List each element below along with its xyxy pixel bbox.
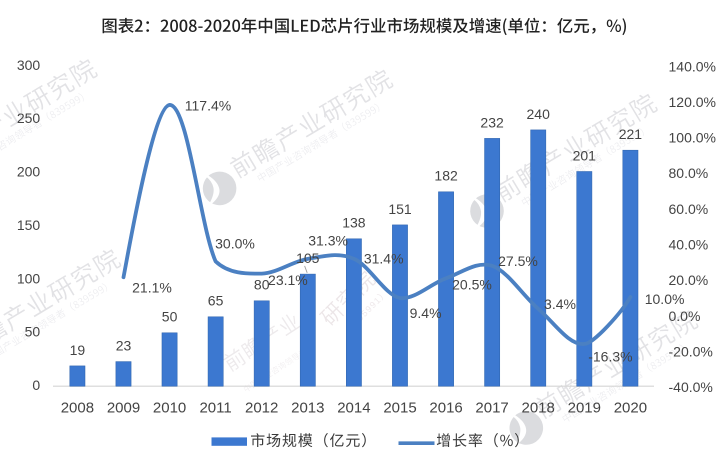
svg-text:2011: 2011 <box>199 399 231 416</box>
svg-text:2019: 2019 <box>568 399 601 416</box>
svg-text:2014: 2014 <box>337 399 370 416</box>
svg-text:60.0%: 60.0% <box>669 201 709 217</box>
svg-text:-40.0%: -40.0% <box>669 379 713 395</box>
svg-text:27.5%: 27.5% <box>498 253 538 269</box>
svg-text:2017: 2017 <box>475 399 508 416</box>
svg-text:2008: 2008 <box>61 399 94 416</box>
svg-text:0: 0 <box>32 377 40 393</box>
svg-text:0.0%: 0.0% <box>669 308 701 324</box>
svg-text:100: 100 <box>17 270 41 286</box>
svg-text:9.4%: 9.4% <box>410 305 442 321</box>
svg-text:3.4%: 3.4% <box>544 296 576 312</box>
svg-text:200: 200 <box>17 164 41 180</box>
svg-text:232: 232 <box>480 114 504 130</box>
svg-text:117.4%: 117.4% <box>185 97 231 113</box>
svg-text:100.0%: 100.0% <box>669 130 716 146</box>
svg-text:105: 105 <box>296 250 320 266</box>
svg-text:300: 300 <box>17 57 41 73</box>
svg-text:182: 182 <box>434 168 458 184</box>
svg-text:20.5%: 20.5% <box>452 276 492 292</box>
svg-text:80: 80 <box>254 277 270 293</box>
svg-text:2009: 2009 <box>107 399 140 416</box>
svg-text:150: 150 <box>17 217 41 233</box>
svg-text:221: 221 <box>619 126 643 142</box>
svg-text:50: 50 <box>162 309 178 325</box>
svg-text:2015: 2015 <box>383 399 416 416</box>
svg-text:10.0%: 10.0% <box>645 291 685 307</box>
svg-text:201: 201 <box>573 147 597 163</box>
svg-text:-16.3%: -16.3% <box>588 349 632 365</box>
svg-text:2018: 2018 <box>522 399 555 416</box>
svg-text:240: 240 <box>527 106 551 122</box>
svg-text:138: 138 <box>342 215 366 231</box>
svg-text:40.0%: 40.0% <box>669 237 709 253</box>
svg-text:23.1%: 23.1% <box>268 272 308 288</box>
svg-text:50: 50 <box>25 324 41 340</box>
svg-text:151: 151 <box>388 201 412 217</box>
svg-text:250: 250 <box>17 110 41 126</box>
svg-text:30.0%: 30.0% <box>215 236 255 252</box>
svg-text:2020: 2020 <box>614 399 647 416</box>
svg-text:21.1%: 21.1% <box>132 280 172 296</box>
svg-text:31.3%: 31.3% <box>308 233 348 249</box>
svg-text:2016: 2016 <box>429 399 462 416</box>
svg-text:19: 19 <box>70 342 86 358</box>
svg-text:20.0%: 20.0% <box>669 272 709 288</box>
svg-text:2010: 2010 <box>153 399 186 416</box>
svg-text:2012: 2012 <box>245 399 278 416</box>
svg-text:120.0%: 120.0% <box>669 94 716 110</box>
svg-text:31.4%: 31.4% <box>364 251 404 267</box>
svg-text:2013: 2013 <box>291 399 324 416</box>
svg-text:140.0%: 140.0% <box>669 58 716 74</box>
svg-text:65: 65 <box>208 293 224 309</box>
svg-text:23: 23 <box>116 338 132 354</box>
svg-text:80.0%: 80.0% <box>669 165 709 181</box>
svg-text:-20.0%: -20.0% <box>669 344 713 360</box>
